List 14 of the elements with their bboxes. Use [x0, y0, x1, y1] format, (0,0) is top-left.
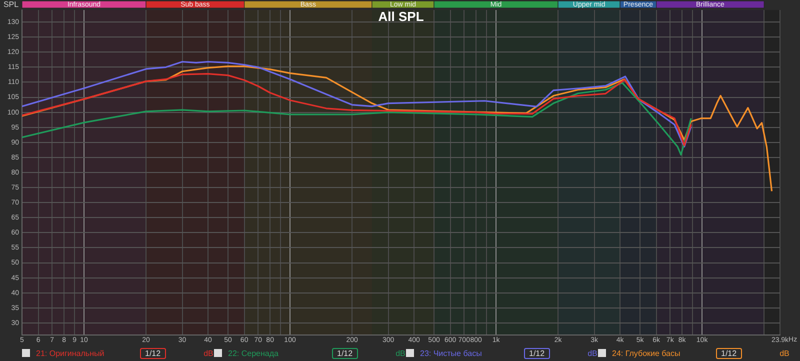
text: dB — [588, 348, 598, 358]
text: dB — [204, 348, 214, 358]
text: 24: Глубокие басы — [612, 348, 682, 358]
text: 22: Серенада — [228, 348, 280, 358]
chart-title: All SPL — [378, 9, 424, 24]
text: dB — [780, 348, 790, 358]
text: 1/12 — [529, 348, 545, 358]
text: 23: Чистые басы — [420, 348, 483, 358]
y-axis-title: SPL — [3, 0, 20, 10]
text: 1/12 — [337, 348, 353, 358]
text: 1/12 — [721, 348, 737, 358]
text: dB — [396, 348, 406, 358]
text: 21: Оригинальный — [36, 348, 106, 358]
text: 1/12 — [140, 348, 166, 358]
